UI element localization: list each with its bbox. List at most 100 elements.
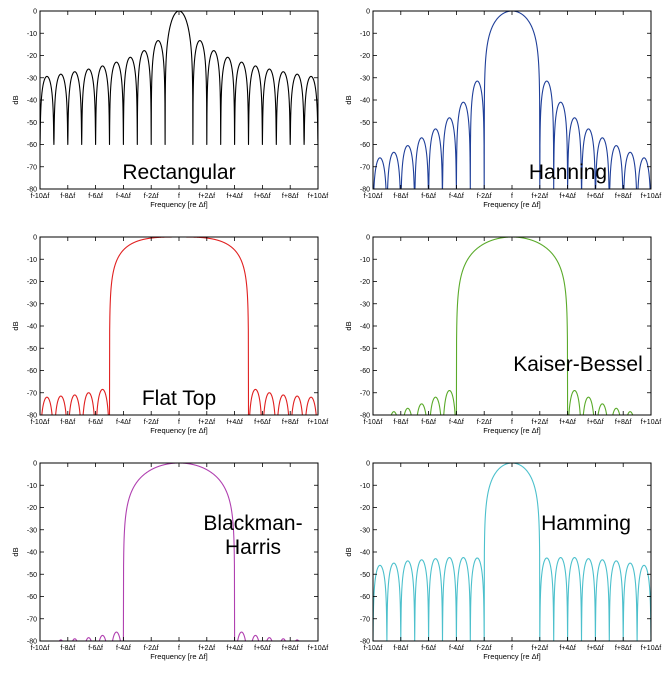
spectrum-chart: 0 -10 -20 -30 -40 -50 -60 -70 -80f-10Δf f-8Δf f-6Δ…	[344, 9, 661, 210]
x-tick-label: f-8Δf	[60, 193, 75, 200]
x-tick-label: f+8Δf	[615, 193, 632, 200]
x-tick-label: f-8Δf	[393, 193, 408, 200]
y-tick-label: -10	[27, 483, 37, 490]
x-tick-label: f-10Δf	[364, 419, 383, 426]
x-tick-label: f+10Δf	[308, 419, 328, 426]
x-tick-label: f-10Δf	[364, 193, 383, 200]
y-tick-label: -70	[27, 616, 37, 623]
y-tick-label: -10	[360, 31, 370, 38]
y-tick-label: -20	[27, 279, 37, 286]
y-tick-label: -50	[360, 120, 370, 127]
y-tick-label: -20	[360, 53, 370, 60]
window-name-label: Kaiser-Bessel	[513, 353, 643, 376]
x-tick-label: f-8Δf	[60, 419, 75, 426]
x-tick-label: f-4Δf	[116, 419, 131, 426]
chart-panel: 0 -10 -20 -30 -40 -50 -60 -70 -80 f-10Δf f-8Δf f-6Δ…	[0, 0, 333, 221]
x-tick-label: f-6Δf	[88, 193, 103, 200]
chart-panel: 0 -10 -20 -30 -40 -50 -60 -70 -80 f-10Δf f-8Δf f-6Δ…	[333, 0, 666, 221]
x-tick-label: f+6Δf	[254, 645, 271, 652]
x-tick-label: f+4Δf	[226, 645, 243, 652]
y-tick-label: -60	[27, 142, 37, 149]
x-tick-label: f-2Δf	[477, 419, 492, 426]
chart-panel: 0 -10 -20 -30 -40 -50 -60 -70 -80 f-10Δf f-8Δf f-6Δ…	[0, 452, 333, 673]
y-tick-label: 0	[33, 9, 37, 16]
y-tick-label: -30	[27, 301, 37, 308]
spectrum-line	[372, 462, 652, 642]
x-tick-label: f-10Δf	[31, 645, 50, 652]
x-axis-label: Frequency [re Δf]	[483, 426, 541, 435]
x-tick-label: f+6Δf	[587, 193, 604, 200]
x-tick-label: f-4Δf	[116, 193, 131, 200]
y-tick-label: -40	[360, 324, 370, 331]
window-name-label: Hanning	[529, 161, 607, 184]
window-name-label: Hamming	[541, 512, 631, 535]
y-tick-label: -80	[27, 639, 37, 646]
y-tick-label: -80	[27, 413, 37, 420]
x-tick-label: f	[511, 419, 513, 426]
x-tick-label: f+8Δf	[615, 419, 632, 426]
y-tick-label: 0	[33, 461, 37, 468]
x-tick-label: f-10Δf	[31, 193, 50, 200]
x-tick-label: f-8Δf	[393, 419, 408, 426]
x-tick-label: f-6Δf	[421, 193, 436, 200]
y-tick-label: -30	[360, 75, 370, 82]
x-axis-label: Frequency [re Δf]	[483, 200, 541, 209]
spectrum-chart: 0 -10 -20 -30 -40 -50 -60 -70 -80f-10Δf f-8Δf f-6Δ…	[344, 235, 661, 436]
x-axis-label: Frequency [re Δf]	[483, 652, 541, 661]
plot-frame	[372, 236, 652, 416]
x-tick-label: f-10Δf	[31, 419, 50, 426]
x-tick-label: f+8Δf	[282, 419, 299, 426]
y-tick-label: 0	[366, 235, 370, 242]
x-tick-label: f-4Δf	[116, 645, 131, 652]
y-tick-label: -50	[27, 572, 37, 579]
y-tick-label: -60	[360, 142, 370, 149]
x-tick-label: f-6Δf	[421, 419, 436, 426]
y-tick-label: -10	[27, 31, 37, 38]
x-tick-label: f-6Δf	[421, 645, 436, 652]
x-tick-label: f-4Δf	[449, 193, 464, 200]
y-tick-label: -40	[27, 550, 37, 557]
y-axis-label: dB	[11, 95, 20, 104]
spectrum-line	[39, 10, 319, 146]
x-tick-label: f+4Δf	[559, 193, 576, 200]
y-tick-label: -20	[360, 505, 370, 512]
y-tick-label: 0	[33, 235, 37, 242]
y-tick-label: -50	[360, 346, 370, 353]
x-tick-label: f+10Δf	[641, 419, 661, 426]
x-tick-label: f-2Δf	[144, 419, 159, 426]
x-tick-label: f	[178, 419, 180, 426]
x-tick-label: f-2Δf	[477, 193, 492, 200]
y-axis-label: dB	[11, 547, 20, 556]
y-tick-label: -20	[27, 505, 37, 512]
y-tick-label: -30	[27, 75, 37, 82]
y-tick-label: -40	[27, 98, 37, 105]
chart-panel: 0 -10 -20 -30 -40 -50 -60 -70 -80 f-10Δf f-8Δf f-6Δ…	[333, 226, 666, 447]
y-tick-label: -70	[27, 390, 37, 397]
x-tick-label: f-6Δf	[88, 645, 103, 652]
y-tick-label: -80	[360, 187, 370, 194]
x-tick-label: f-2Δf	[144, 193, 159, 200]
y-tick-label: -70	[360, 390, 370, 397]
x-tick-label: f+2Δf	[199, 645, 216, 652]
y-axis-label: dB	[11, 321, 20, 330]
x-tick-label: f+8Δf	[282, 193, 299, 200]
y-tick-label: -80	[360, 639, 370, 646]
window-name-label: Flat Top	[142, 387, 216, 410]
y-tick-label: -20	[27, 53, 37, 60]
y-tick-label: -40	[27, 324, 37, 331]
y-tick-label: -70	[27, 164, 37, 171]
spectrum-line	[372, 10, 652, 190]
x-axis-label: Frequency [re Δf]	[150, 652, 208, 661]
x-tick-label: f+2Δf	[532, 419, 549, 426]
y-tick-label: -70	[360, 164, 370, 171]
y-tick-label: 0	[366, 9, 370, 16]
y-tick-label: -10	[360, 257, 370, 264]
x-tick-label: f+6Δf	[587, 645, 604, 652]
y-axis-label: dB	[344, 321, 353, 330]
y-tick-label: -10	[27, 257, 37, 264]
x-tick-label: f+6Δf	[254, 419, 271, 426]
x-tick-label: f	[511, 193, 513, 200]
x-tick-label: f-4Δf	[449, 419, 464, 426]
y-tick-label: -30	[360, 527, 370, 534]
spectrum-chart: 0 -10 -20 -30 -40 -50 -60 -70 -80f-10Δf f-8Δf f-6Δ…	[11, 461, 328, 662]
